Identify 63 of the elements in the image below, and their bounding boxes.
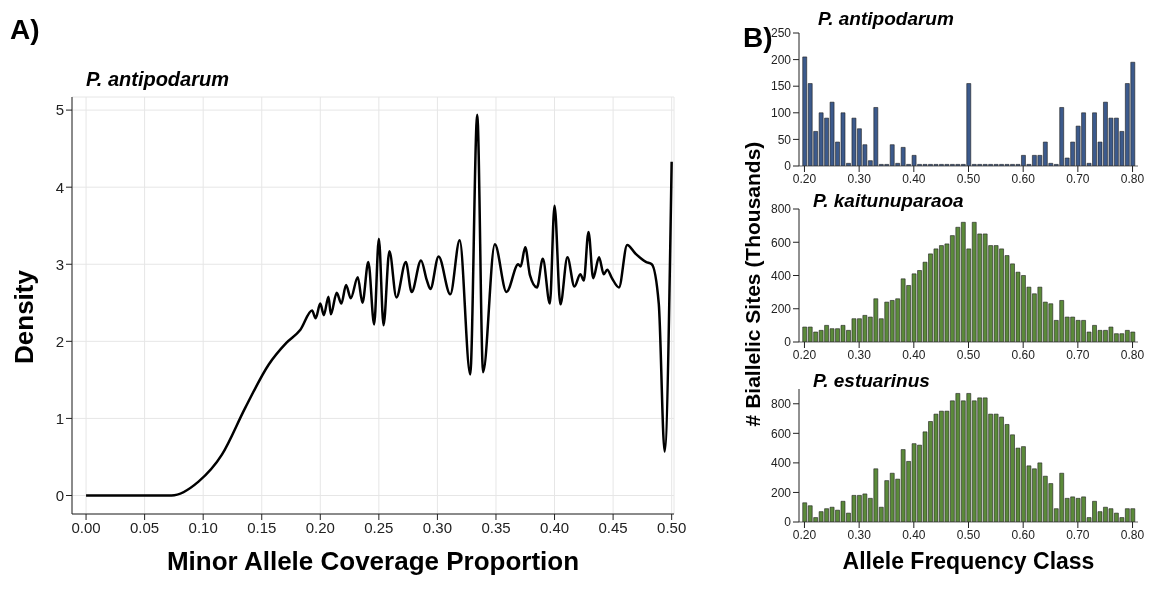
y-tick-label: 600: [770, 235, 792, 250]
x-tick-label: 0.45: [598, 518, 628, 536]
x-tick-label: 0.10: [188, 518, 218, 536]
y-tick-label: 4: [55, 178, 64, 196]
y-tick-label: 5: [55, 101, 64, 119]
y-axis-title: Density: [8, 270, 40, 364]
x-tick-label: 0.15: [247, 518, 277, 536]
y-tick-label: 150: [770, 79, 792, 94]
x-tick-label: 0.80: [1120, 527, 1145, 542]
x-tick-label: 0.40: [902, 527, 926, 542]
y-tick-label: 200: [770, 302, 792, 317]
y-tick-label: 600: [770, 426, 792, 441]
y-tick-label: 0: [784, 515, 792, 530]
y-axis-title: # Biallelic Sites (Thousands): [741, 141, 765, 427]
y-tick-label: 100: [770, 106, 792, 121]
x-tick-label: 0.30: [847, 171, 872, 186]
y-tick-label: 0: [55, 486, 64, 504]
y-tick-label: 200: [770, 485, 792, 500]
x-tick-label: 0.40: [902, 347, 926, 362]
x-tick-label: 0.50: [956, 527, 981, 542]
x-tick-label: 0.25: [364, 518, 394, 536]
chart-title: P. antipodarum: [818, 8, 954, 30]
y-tick-label: 50: [777, 132, 792, 147]
x-tick-label: 0.60: [1011, 171, 1036, 186]
x-tick-label: 0.60: [1011, 347, 1036, 362]
x-axis-title: Allele Frequency Class: [841, 548, 1096, 575]
y-tick-label: 1: [55, 409, 64, 427]
x-tick-label: 0.50: [956, 171, 981, 186]
y-tick-label: 800: [770, 202, 792, 217]
x-tick-label: 0.00: [71, 518, 101, 536]
y-tick-label: 400: [770, 268, 792, 283]
chart-title: P. estuarinus: [813, 370, 930, 392]
x-tick-label: 0.20: [305, 518, 335, 536]
y-tick-label: 800: [770, 397, 792, 412]
y-tick-label: 200: [770, 52, 792, 67]
chart-title: P. antipodarum: [86, 68, 229, 91]
y-tick-label: 3: [55, 255, 64, 273]
x-tick-label: 0.60: [1011, 527, 1036, 542]
x-tick-label: 0.50: [956, 347, 981, 362]
x-tick-label: 0.70: [1066, 347, 1090, 362]
x-axis-title: Minor Allele Coverage Proportion: [165, 546, 581, 577]
y-tick-label: 2: [55, 332, 64, 350]
x-tick-label: 0.20: [792, 347, 817, 362]
x-tick-label: 0.40: [539, 518, 570, 536]
x-tick-label: 0.30: [847, 527, 872, 542]
x-tick-label: 0.70: [1066, 171, 1090, 186]
y-tick-label: 250: [770, 26, 792, 41]
x-tick-label: 0.50: [657, 518, 687, 536]
x-tick-label: 0.80: [1120, 171, 1145, 186]
x-tick-label: 0.40: [902, 171, 926, 186]
chart-title: P. kaitunuparaoa: [813, 190, 964, 212]
x-tick-label: 0.20: [792, 527, 817, 542]
x-tick-label: 0.05: [130, 518, 160, 536]
y-tick-label: 0: [784, 159, 792, 174]
text: A): [10, 14, 40, 46]
y-tick-label: 400: [770, 456, 792, 471]
x-tick-label: 0.80: [1120, 347, 1145, 362]
x-tick-label: 0.30: [422, 518, 453, 536]
x-tick-label: 0.35: [481, 518, 511, 536]
y-tick-label: 0: [784, 335, 792, 350]
x-tick-label: 0.70: [1066, 527, 1090, 542]
x-tick-label: 0.20: [792, 171, 817, 186]
x-tick-label: 0.30: [847, 347, 872, 362]
